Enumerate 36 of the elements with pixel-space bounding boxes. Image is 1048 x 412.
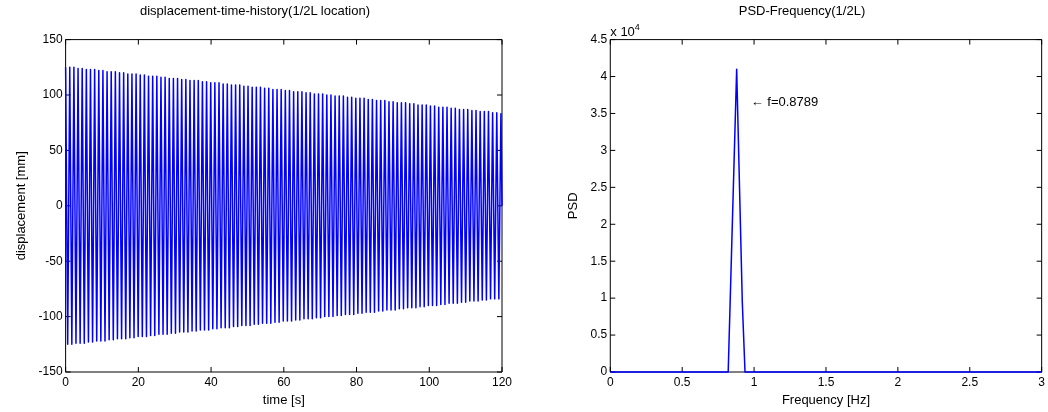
- x-tick-label: 120: [491, 374, 513, 389]
- chart-title: PSD-Frequency(1/2L): [738, 3, 866, 19]
- y-tick-label: 150: [42, 31, 63, 46]
- x-tick-label: 80: [349, 374, 364, 389]
- y-tick-label: 50: [49, 142, 63, 157]
- y-tick-label: 0.5: [590, 327, 608, 342]
- y-tick-label: 3: [600, 142, 608, 157]
- y-tick-label: 0: [600, 364, 608, 379]
- x-tick-label: 2: [894, 374, 902, 389]
- chart-title: displacement-time-history(1/2L location): [139, 3, 371, 19]
- y-tick-label: 1.5: [590, 253, 608, 268]
- x-tick-label: 1: [750, 374, 758, 389]
- annotation: ← f=0.8789: [750, 93, 819, 109]
- y-axis-title: PSD: [565, 192, 581, 220]
- y-tick-label: 2: [600, 216, 608, 231]
- x-tick-label: 40: [204, 374, 219, 389]
- y-tick-label: 2.5: [590, 179, 608, 194]
- y-tick-label: -50: [45, 253, 63, 268]
- y-tick-label: -100: [38, 308, 63, 323]
- y-axis-title: displacement [mm]: [13, 151, 29, 261]
- y-tick-label: 4.5: [590, 31, 608, 46]
- x-tick-label: 60: [277, 374, 291, 389]
- y-tick-label: 0: [55, 198, 63, 213]
- y-tick-label: 4: [600, 68, 608, 83]
- x-tick-label: 100: [419, 374, 440, 389]
- y-tick-label: 100: [42, 87, 63, 102]
- x-tick-label: 20: [131, 374, 146, 389]
- y-tick-label: 1: [600, 290, 608, 305]
- x-tick-label: 2.5: [961, 374, 979, 389]
- x-tick-label: 1.5: [817, 374, 835, 389]
- x-axis-title: Frequency [Hz]: [781, 391, 871, 407]
- x-tick-label: 0.5: [673, 374, 691, 389]
- y-tick-label: 3.5: [590, 105, 608, 120]
- x-axis-title: time [s]: [262, 391, 305, 407]
- x-tick-label: 3: [1038, 374, 1046, 389]
- y-tick-label: -150: [38, 364, 63, 379]
